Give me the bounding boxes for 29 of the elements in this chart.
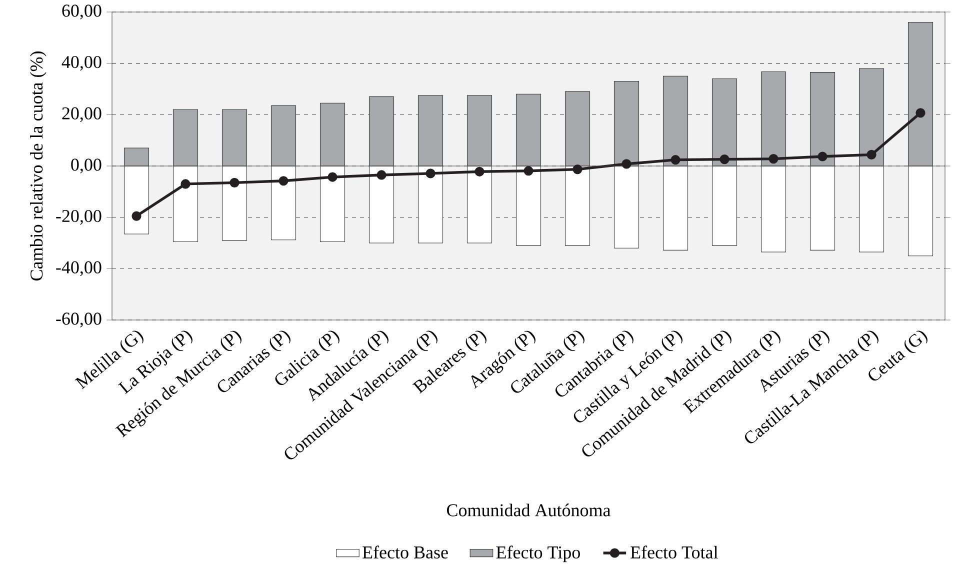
point — [622, 159, 632, 169]
legend-label: Efecto Base — [362, 546, 448, 559]
point — [474, 166, 484, 176]
point — [230, 178, 240, 188]
y-tick-label: 0,00 — [71, 158, 102, 174]
point — [916, 108, 926, 118]
y-tick-label: 60,00 — [62, 4, 102, 20]
y-tick-label: 40,00 — [62, 56, 102, 71]
y-tick-label: 20,00 — [62, 107, 102, 122]
legend-label: Efecto Total — [630, 546, 718, 559]
point — [572, 164, 582, 174]
point — [818, 152, 828, 162]
point — [426, 168, 436, 178]
point — [866, 150, 876, 160]
legend-label: Efecto Tipo — [496, 546, 580, 562]
point — [328, 172, 338, 182]
point — [132, 211, 142, 221]
y-tick-label: -40,00 — [56, 261, 102, 276]
point — [524, 166, 534, 176]
point — [670, 155, 680, 165]
point — [180, 179, 190, 189]
y-tick-label: -20,00 — [56, 210, 102, 225]
point — [720, 154, 730, 164]
x-axis-title: Comunidad Autónoma — [446, 504, 611, 516]
y-tick-label: -60,00 — [56, 312, 102, 328]
point — [768, 154, 778, 164]
point — [278, 176, 288, 186]
point — [376, 170, 386, 180]
y-axis-title: Cambio relativo de la cuota (%) — [30, 52, 46, 280]
